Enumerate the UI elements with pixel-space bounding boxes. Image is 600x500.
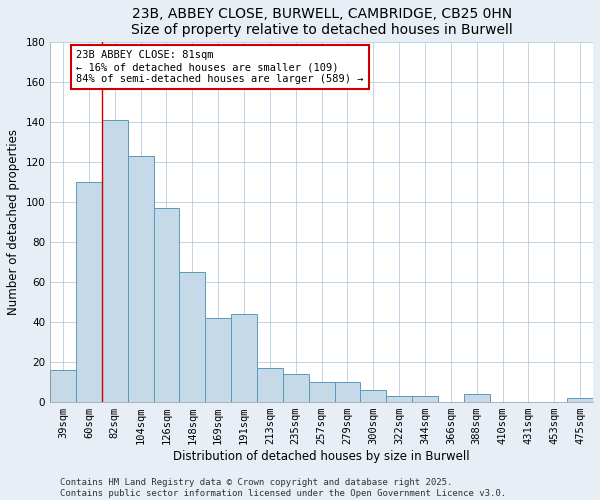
Bar [128,156,154,402]
Bar [102,120,128,402]
Bar [567,398,593,402]
Bar [386,396,412,402]
Bar [283,374,308,402]
Bar [50,370,76,402]
Bar [154,208,179,402]
Text: Contains HM Land Registry data © Crown copyright and database right 2025.
Contai: Contains HM Land Registry data © Crown c… [60,478,506,498]
Bar [308,382,335,402]
X-axis label: Distribution of detached houses by size in Burwell: Distribution of detached houses by size … [173,450,470,463]
Bar [205,318,231,402]
Bar [361,390,386,402]
Bar [231,314,257,402]
Bar [335,382,361,402]
Bar [464,394,490,402]
Title: 23B, ABBEY CLOSE, BURWELL, CAMBRIDGE, CB25 0HN
Size of property relative to deta: 23B, ABBEY CLOSE, BURWELL, CAMBRIDGE, CB… [131,7,512,37]
Bar [412,396,438,402]
Bar [179,272,205,402]
Bar [257,368,283,402]
Text: 23B ABBEY CLOSE: 81sqm
← 16% of detached houses are smaller (109)
84% of semi-de: 23B ABBEY CLOSE: 81sqm ← 16% of detached… [76,50,364,84]
Bar [76,182,102,402]
Y-axis label: Number of detached properties: Number of detached properties [7,130,20,316]
